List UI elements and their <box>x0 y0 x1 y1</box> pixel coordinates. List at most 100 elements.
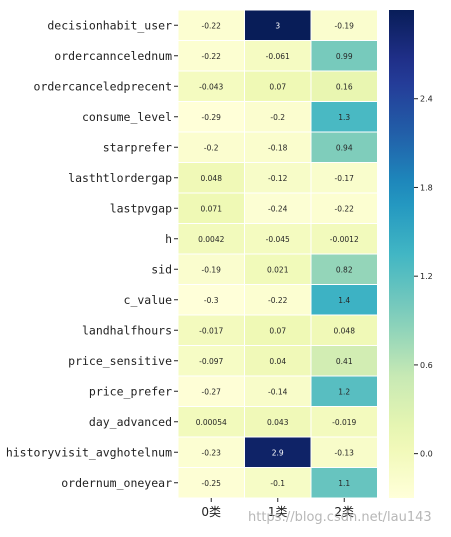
colorbar-tick-label: 2.4 <box>420 95 433 104</box>
cell-value-label: 0.07 <box>269 326 286 335</box>
cell-value-label: -0.19 <box>335 21 355 30</box>
cell-value-label: -0.097 <box>199 357 223 366</box>
cell-value-label: -0.29 <box>202 113 222 122</box>
heatmap-cell <box>310 284 378 316</box>
cell-value-label: 0.071 <box>201 204 223 213</box>
heatmap-cell <box>244 467 312 499</box>
cell-value-label: 2.9 <box>272 448 284 457</box>
heatmap-cell <box>310 101 378 133</box>
cell-value-label: 0.94 <box>336 143 353 152</box>
x-tick-label: 1类 <box>268 505 288 519</box>
heatmap-cell <box>244 70 312 102</box>
heatmap-cell <box>310 345 378 377</box>
cell-value-label: 1.4 <box>338 296 350 305</box>
cell-value-label: -0.043 <box>199 82 223 91</box>
cell-value-label: 0.00054 <box>196 418 227 427</box>
y-tick-label: lasthtlordergap <box>68 171 172 185</box>
cell-value-label: -0.13 <box>335 448 355 457</box>
y-tick-label: historyvisit_avghotelnum <box>6 445 172 459</box>
cell-value-label: -0.3 <box>204 296 219 305</box>
cell-value-label: -0.14 <box>268 387 288 396</box>
heatmap-cell <box>177 436 245 468</box>
y-tick-label: consume_level <box>82 110 172 124</box>
heatmap-cell <box>310 40 378 72</box>
cell-value-label: -0.22 <box>202 52 222 61</box>
heatmap-cell <box>244 284 312 316</box>
heatmap-cell <box>310 253 378 285</box>
cell-value-label: -0.019 <box>332 418 356 427</box>
colorbar-tick-label: 1.8 <box>420 183 433 192</box>
heatmap-cell <box>310 375 378 407</box>
heatmap-cell <box>310 436 378 468</box>
heatmap-cell <box>310 314 378 346</box>
cell-value-label: 0.048 <box>334 326 356 335</box>
y-tick-label: c_value <box>124 293 173 307</box>
cell-value-label: 1.2 <box>338 387 350 396</box>
cell-value-label: -0.017 <box>199 326 223 335</box>
y-tick-label: decisionhabit_user <box>47 18 172 32</box>
x-tick-label: 0类 <box>201 505 221 519</box>
colorbar-tick-label: 1.2 <box>420 272 433 281</box>
cell-value-label: 0.0042 <box>198 235 224 244</box>
y-tick-label: ordernum_oneyear <box>61 476 172 490</box>
cell-value-label: -0.12 <box>268 174 288 183</box>
cell-value-label: 0.99 <box>336 52 353 61</box>
cell-value-label: -0.1 <box>270 479 285 488</box>
cell-value-label: -0.22 <box>202 21 222 30</box>
heatmap-cell <box>244 9 312 41</box>
heatmap-cell <box>244 192 312 224</box>
cell-value-label: 1.1 <box>338 479 350 488</box>
cell-value-label: 0.04 <box>269 357 286 366</box>
cell-value-label: -0.22 <box>268 296 288 305</box>
heatmap-cell <box>177 284 245 316</box>
cell-value-label: 0.07 <box>269 82 286 91</box>
heatmap-cell <box>177 101 245 133</box>
heatmap-cell <box>177 467 245 499</box>
heatmap-cell <box>310 406 378 438</box>
colorbar-tick-label: 0.6 <box>420 361 433 370</box>
cell-value-label: -0.22 <box>335 204 355 213</box>
cell-value-label: -0.2 <box>270 113 285 122</box>
heatmap-cell <box>177 223 245 255</box>
heatmap-cell <box>310 467 378 499</box>
heatmap-cell <box>177 314 245 346</box>
cell-value-label: 3 <box>275 21 280 30</box>
cell-value-label: -0.2 <box>204 143 219 152</box>
y-tick-label: price_prefer <box>89 384 172 398</box>
y-tick-label: lastpvgap <box>110 201 172 215</box>
colorbar: 0.0 0.6 1.2 1.8 2.4 <box>389 10 433 498</box>
y-tick-label: starprefer <box>103 140 172 154</box>
cell-value-label: -0.19 <box>202 265 222 274</box>
y-tick-label: price_sensitive <box>68 354 172 368</box>
cell-value-label: -0.045 <box>266 235 290 244</box>
y-tick-label: ordercanceledprecent <box>34 79 172 93</box>
heatmap-cell <box>177 406 245 438</box>
x-tick-label: 2类 <box>334 505 354 519</box>
heatmap-cell <box>177 192 245 224</box>
colorbar-tick-label: 0.0 <box>420 450 433 459</box>
x-axis-labels: 0类 1类 2类 <box>201 498 354 519</box>
y-tick-label: day_advanced <box>89 415 172 429</box>
heatmap-cell <box>310 192 378 224</box>
cell-value-label: -0.0012 <box>330 235 359 244</box>
cell-value-label: 0.048 <box>201 174 223 183</box>
cell-value-label: -0.061 <box>266 52 290 61</box>
cell-value-label: -0.25 <box>202 479 222 488</box>
cell-value-label: 0.16 <box>336 82 353 91</box>
cell-value-label: -0.18 <box>268 143 288 152</box>
colorbar-gradient <box>389 10 414 498</box>
cell-value-label: -0.27 <box>202 387 222 396</box>
cell-value-label: -0.24 <box>268 204 288 213</box>
heatmap-cell <box>310 162 378 194</box>
y-tick-label: ordercanncelednum <box>54 49 172 63</box>
y-tick-label: landhalfhours <box>82 323 172 337</box>
cell-value-label: -0.23 <box>202 448 222 457</box>
cell-value-label: 0.043 <box>267 418 289 427</box>
heatmap-cell <box>244 131 312 163</box>
cell-value-label: 0.021 <box>267 265 289 274</box>
heatmap-cell <box>310 223 378 255</box>
cell-value-label: 0.82 <box>336 265 353 274</box>
heatmap-cell <box>177 375 245 407</box>
cell-value-label: 0.41 <box>336 357 353 366</box>
